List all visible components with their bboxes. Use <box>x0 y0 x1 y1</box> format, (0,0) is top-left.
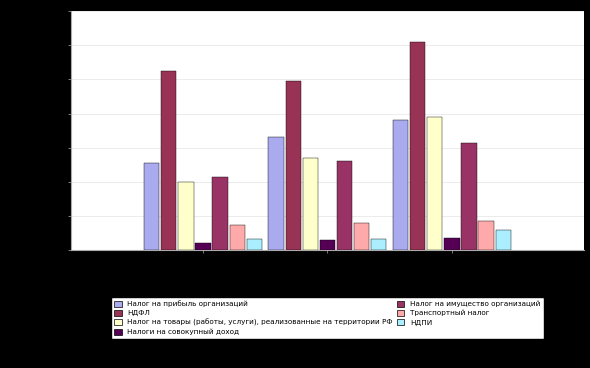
Bar <box>144 163 159 250</box>
Bar <box>230 224 245 250</box>
Bar <box>371 239 386 250</box>
Bar <box>320 240 335 250</box>
Bar <box>286 81 301 250</box>
Bar <box>303 158 318 250</box>
Bar <box>393 120 408 250</box>
Bar <box>427 117 442 250</box>
Bar <box>268 138 284 250</box>
Bar <box>354 223 369 250</box>
Bar <box>195 243 211 250</box>
Bar <box>337 162 352 250</box>
Bar <box>461 143 477 250</box>
Bar <box>178 182 194 250</box>
Bar <box>496 230 511 250</box>
Bar <box>478 221 494 250</box>
Legend: Налог на прибыль организаций, НДФЛ, Налог на товары (работы, услуги), реализован: Налог на прибыль организаций, НДФЛ, Нало… <box>111 297 544 339</box>
Bar <box>410 42 425 250</box>
Bar <box>212 177 228 250</box>
Bar <box>444 238 460 250</box>
Bar <box>247 239 262 250</box>
Bar <box>161 71 176 250</box>
